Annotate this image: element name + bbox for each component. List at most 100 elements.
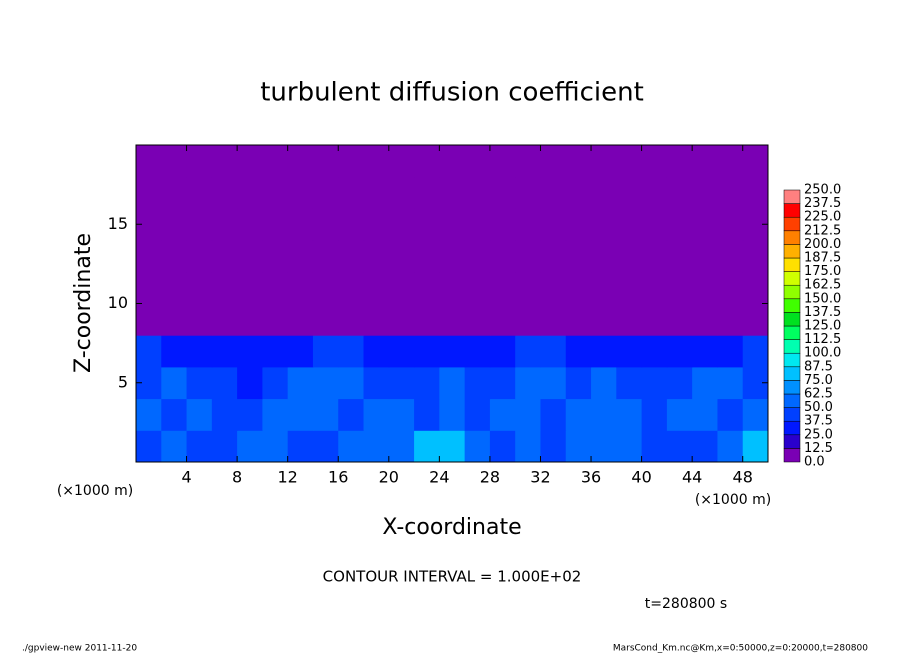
field-cell <box>464 303 491 336</box>
colorbar-box <box>783 230 801 245</box>
field-cell <box>237 335 263 368</box>
colorbar-label: 25.0 <box>804 427 833 442</box>
field-cell <box>186 145 213 178</box>
field-cell <box>161 366 188 400</box>
field-cell <box>287 240 314 273</box>
field-cell <box>363 366 390 400</box>
field-cell <box>388 240 415 273</box>
field-cell <box>211 208 238 241</box>
colorbar-box <box>783 244 801 259</box>
field-cell <box>540 240 567 273</box>
footer: ./gpview-new 2011-11-20 <box>22 644 137 654</box>
field-cell <box>692 303 718 336</box>
field-cell <box>489 208 516 241</box>
field-cell <box>666 398 693 431</box>
field-cell <box>186 398 213 431</box>
colorbar-box <box>783 298 801 313</box>
field-cell <box>388 208 415 241</box>
field-cell <box>641 145 668 178</box>
field-cell <box>388 176 415 209</box>
field-cell <box>717 145 744 178</box>
field-cell <box>262 430 289 463</box>
field-cell <box>186 271 213 304</box>
footer: MarsCond_Km.nc@Km,x=0:50000,z=0:20000,t=… <box>613 644 868 654</box>
field-cell <box>439 430 466 463</box>
field-cell <box>464 208 491 241</box>
field-cell <box>262 208 289 241</box>
field-cell <box>464 335 491 368</box>
field-cell <box>540 145 567 178</box>
field-cell <box>717 240 744 273</box>
field-cell <box>540 208 567 241</box>
field-cell <box>388 145 415 178</box>
field-cell <box>414 271 440 304</box>
field-cell <box>540 271 567 304</box>
colorbar-label: 150.0 <box>804 291 841 306</box>
x-tick-label: 8 <box>232 468 242 487</box>
field-cell <box>692 176 718 209</box>
field-cell <box>515 335 541 368</box>
field-cell <box>692 430 718 463</box>
field-cell <box>439 145 466 178</box>
field-cell <box>692 208 718 241</box>
field-cell <box>161 145 188 178</box>
field-cell <box>161 398 188 431</box>
field-cell <box>363 176 390 209</box>
field-cell <box>186 303 213 336</box>
field-cell <box>338 145 365 178</box>
field-cell <box>211 398 238 431</box>
colorbar-box <box>783 407 801 422</box>
field-cell <box>338 240 365 273</box>
field-cell <box>666 208 693 241</box>
colorbar-box <box>783 366 801 381</box>
field-cell <box>338 303 365 336</box>
field-cell <box>515 398 541 431</box>
colorbar-label: 37.5 <box>804 414 833 429</box>
x-tick-label: 48 <box>733 468 753 487</box>
field-cell <box>742 145 769 178</box>
field-cell <box>388 271 415 304</box>
field-cell <box>717 271 744 304</box>
field-cell <box>338 398 365 431</box>
field-cell <box>591 430 617 463</box>
field-cell <box>641 208 668 241</box>
field-cell <box>742 240 769 273</box>
field-cell <box>540 398 567 431</box>
colorbar-label: 50.0 <box>804 400 833 415</box>
colorbar-box <box>783 216 801 232</box>
field-cell <box>287 335 314 368</box>
field-cell <box>312 240 339 273</box>
field-cell <box>641 271 668 304</box>
field-cell <box>338 335 365 368</box>
field-cell <box>388 303 415 336</box>
field-cell <box>287 271 314 304</box>
field-cell <box>186 240 213 273</box>
field-cell <box>717 366 744 400</box>
field-cell <box>388 430 415 463</box>
field-cell <box>641 366 668 400</box>
field-cell <box>338 366 365 400</box>
field-cell <box>540 366 567 400</box>
colorbar-label: 75.0 <box>804 373 833 388</box>
x-tick-label: 12 <box>278 468 298 487</box>
field-cell <box>287 430 314 463</box>
chart-title: turbulent diffusion coefficient <box>260 78 644 108</box>
field-cell <box>666 145 693 178</box>
field-cell <box>237 366 263 400</box>
field-cell <box>692 240 718 273</box>
field-cell <box>489 176 516 209</box>
field-cell <box>363 335 390 368</box>
colorbar-box <box>783 203 801 218</box>
x-axis-label: X-coordinate <box>382 515 521 540</box>
field-cell <box>211 271 238 304</box>
colorbar-label: 200.0 <box>804 237 841 252</box>
field-cell <box>161 430 188 463</box>
field-cell <box>338 430 365 463</box>
field-cell <box>616 335 643 368</box>
y-tick-label: 15 <box>108 214 128 233</box>
field-cell <box>742 271 769 304</box>
field-cell <box>565 145 592 178</box>
field-cell <box>591 366 617 400</box>
colorbar-label: 187.5 <box>804 251 841 266</box>
field-cell <box>464 398 491 431</box>
